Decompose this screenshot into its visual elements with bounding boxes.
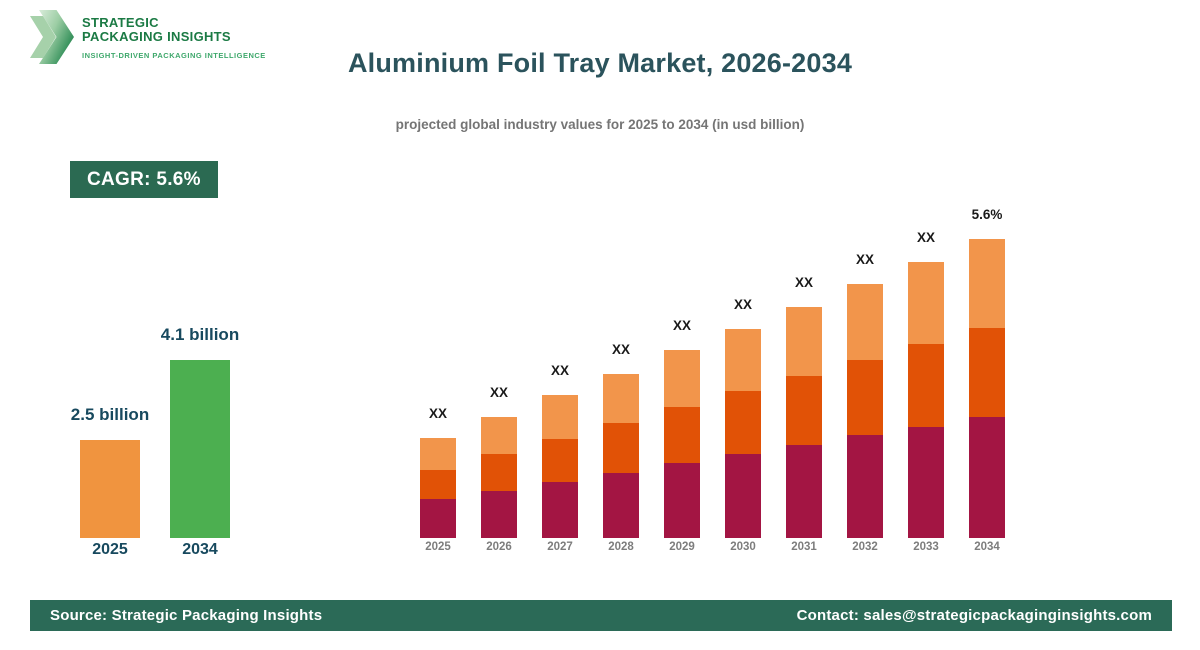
category-label: 2028 <box>608 541 634 553</box>
bar-2034 <box>170 360 230 538</box>
bar-column-2026: XX 2026 <box>481 385 517 554</box>
bar-segment-middle <box>420 470 456 499</box>
category-label: 2026 <box>486 541 512 553</box>
bar-column-2030: XX 2030 <box>725 297 761 554</box>
bar-column-2027: XX 2027 <box>542 363 578 554</box>
stacked-bar-2032 <box>847 284 883 538</box>
bar-value-label: XX <box>855 252 874 267</box>
stacked-bar-2031 <box>786 307 822 538</box>
category-label: 2029 <box>669 541 695 553</box>
bar-segment-bottom <box>908 427 944 538</box>
bar-segment-bottom <box>603 473 639 538</box>
stacked-bar-2033 <box>908 262 944 538</box>
stacked-bar-chart: XX 2025 XX 2026 XX 2027 XX 2028 XX 2029 XX 2030 XX 20… <box>420 207 1005 554</box>
bar-segment-middle <box>786 376 822 445</box>
bar-value-label: XX <box>550 363 569 378</box>
bar-value-label: XX <box>428 406 447 421</box>
bar-segment-top <box>481 417 517 454</box>
value-label: 4.1 billion <box>160 325 240 344</box>
bar-segment-bottom <box>725 454 761 538</box>
footer-bar: Source: Strategic Packaging Insights Con… <box>30 600 1172 631</box>
bar-segment-middle <box>725 391 761 454</box>
bar-column-2025: 2.5 billion 2025 <box>71 405 149 562</box>
category-label: 2034 <box>182 541 218 558</box>
bar-column-2031: XX 2031 <box>786 275 822 554</box>
page-subtitle: projected global industry values for 202… <box>395 117 805 132</box>
footer-source: Source: Strategic Packaging Insights <box>50 607 323 624</box>
bar-segment-middle <box>664 407 700 463</box>
bar-segment-bottom <box>969 417 1005 538</box>
bar-value-label: XX <box>916 230 935 245</box>
bar-segment-top <box>420 438 456 470</box>
bar-segment-middle <box>969 328 1005 417</box>
bar-segment-bottom <box>664 463 700 538</box>
stacked-bar-2028 <box>603 374 639 538</box>
bar-segment-bottom <box>847 435 883 538</box>
bar-segment-middle <box>847 360 883 435</box>
bar-segment-bottom <box>420 499 456 538</box>
bar-segment-top <box>542 395 578 439</box>
bar-segment-top <box>847 284 883 360</box>
stacked-bar-2026 <box>481 417 517 538</box>
bar-segment-middle <box>908 344 944 427</box>
category-label: 2025 <box>92 541 128 558</box>
bar-column-2028: XX 2028 <box>603 342 639 554</box>
stacked-bar-2030 <box>725 329 761 538</box>
bar-column-2029: XX 2029 <box>664 318 700 554</box>
bar-segment-top <box>969 239 1005 328</box>
page-title: Aluminium Foil Tray Market, 2026-2034 <box>347 48 853 78</box>
double-chevron-right-icon <box>30 10 74 64</box>
bar-column-2034: 4.1 billion 2034 <box>161 325 239 562</box>
logo-name-line2: PACKAGING INSIGHTS <box>82 29 231 44</box>
cagr-badge: CAGR: 5.6% <box>70 161 218 198</box>
bar-column-2033: XX 2033 <box>908 230 944 554</box>
bar-segment-bottom <box>786 445 822 538</box>
bar-segment-top <box>725 329 761 391</box>
logo: STRATEGIC PACKAGING INSIGHTS INSIGHT-DRI… <box>30 10 266 64</box>
bar-segment-top <box>786 307 822 376</box>
category-label: 2031 <box>791 541 817 553</box>
category-label: 2033 <box>913 541 939 553</box>
bar-value-label: XX <box>733 297 752 312</box>
bar-column-2034: 5.6% 2034 <box>969 207 1005 554</box>
stacked-bar-2025 <box>420 438 456 538</box>
category-label: 2027 <box>547 541 573 553</box>
category-label: 2030 <box>730 541 756 553</box>
bar-segment-top <box>908 262 944 344</box>
summary-bar-chart: 2.5 billion 2025 4.1 billion 2034 <box>71 325 239 562</box>
category-label: 2025 <box>425 541 451 553</box>
bar-segment-top <box>664 350 700 407</box>
logo-text: STRATEGIC PACKAGING INSIGHTS INSIGHT-DRI… <box>82 10 266 61</box>
bar-value-label: XX <box>489 385 508 400</box>
bar-column-2025: XX 2025 <box>420 406 456 554</box>
bar-column-2032: XX 2032 <box>847 252 883 554</box>
bar-value-label: XX <box>794 275 813 290</box>
stacked-bar-2027 <box>542 395 578 538</box>
bar-segment-bottom <box>481 491 517 538</box>
logo-name-line1: STRATEGIC <box>82 15 159 30</box>
stacked-bar-2029 <box>664 350 700 538</box>
category-label: 2034 <box>974 541 1000 553</box>
bar-segment-middle <box>542 439 578 482</box>
bar-value-label: XX <box>611 342 630 357</box>
bar-2025 <box>80 440 140 538</box>
bar-segment-middle <box>481 454 517 491</box>
bar-segment-middle <box>603 423 639 473</box>
bar-segment-bottom <box>542 482 578 538</box>
bar-value-label: XX <box>672 318 691 333</box>
stacked-bar-2034 <box>969 239 1005 538</box>
bar-segment-top <box>603 374 639 423</box>
category-label: 2032 <box>852 541 878 553</box>
footer-contact: Contact: sales@strategicpackaginginsight… <box>796 607 1152 624</box>
bar-value-label: 5.6% <box>971 207 1003 222</box>
value-label: 2.5 billion <box>70 405 150 424</box>
logo-tagline: INSIGHT-DRIVEN PACKAGING INTELLIGENCE <box>82 51 266 60</box>
